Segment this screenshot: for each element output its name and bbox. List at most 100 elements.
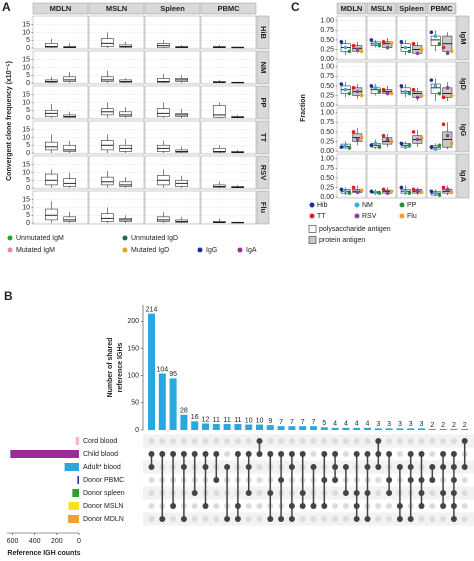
column-label: MDLN <box>50 4 72 13</box>
legend-swatch <box>309 213 315 219</box>
matrix-dot <box>342 490 349 496</box>
bar <box>277 426 285 430</box>
y-tick-label: 5 <box>26 37 30 44</box>
facet-panel <box>396 61 427 107</box>
strip <box>200 2 257 15</box>
matrix-dot-empty <box>332 516 339 522</box>
bar <box>310 426 317 430</box>
point <box>389 189 394 194</box>
matrix-dot <box>245 490 252 496</box>
matrix-dot-empty <box>332 503 339 509</box>
matrix-dot <box>342 464 349 470</box>
matrix-dot <box>299 490 306 496</box>
legend-label: Mutated IgD <box>131 247 169 254</box>
y-tick-label: 1.00 <box>320 18 334 25</box>
value-label: 7 <box>290 419 294 426</box>
facet-panel <box>336 15 367 61</box>
matrix-dot-empty <box>299 438 306 444</box>
bar <box>180 414 188 430</box>
matrix-dot <box>364 464 371 470</box>
matrix-dot-empty <box>429 503 436 509</box>
row-label: RSV <box>259 165 268 180</box>
bar <box>234 424 242 430</box>
legend-label: Flu <box>407 213 417 220</box>
matrix-dot <box>418 477 425 483</box>
box <box>44 43 58 48</box>
panel-label: B <box>4 289 13 303</box>
matrix-dot-empty <box>159 438 166 444</box>
panel-label: A <box>2 0 11 14</box>
matrix-dot-empty <box>148 438 155 444</box>
matrix-dot <box>234 503 241 509</box>
matrix-dot-empty <box>148 490 155 496</box>
set-label: Child blood <box>83 451 118 458</box>
matrix-dot <box>396 503 403 509</box>
value-label: 4 <box>333 421 337 428</box>
value-label: 2 <box>430 422 434 429</box>
matrix-dot <box>321 477 328 483</box>
matrix-dot <box>407 516 414 522</box>
matrix-dot <box>234 516 241 522</box>
y-tick-label: 0 <box>26 150 30 157</box>
matrix-dot-empty <box>288 438 295 444</box>
point <box>403 145 408 149</box>
legend-label: Unmutated IgD <box>131 235 178 242</box>
bar <box>202 423 209 430</box>
matrix-dot-empty <box>213 503 220 509</box>
matrix-dot-empty <box>461 490 468 496</box>
x-tick-label: 600 <box>7 538 19 545</box>
point <box>407 91 412 96</box>
matrix-dot-empty <box>342 516 349 522</box>
matrix-dot-empty <box>396 438 403 444</box>
matrix-dot <box>440 464 447 470</box>
matrix-dot <box>310 464 317 470</box>
point <box>339 82 344 86</box>
row-label: PP <box>259 97 268 107</box>
column-label: Spleen <box>160 4 185 13</box>
matrix-dot-empty <box>245 438 252 444</box>
matrix-dot <box>267 451 274 457</box>
matrix-dot-empty <box>256 490 263 496</box>
matrix-dot <box>180 451 187 457</box>
matrix-dot-empty <box>332 490 339 496</box>
point <box>441 45 446 50</box>
matrix-dot <box>332 451 339 457</box>
matrix-dot <box>202 464 209 470</box>
strip <box>256 190 270 225</box>
matrix-dot-empty <box>418 438 425 444</box>
matrix-dot-empty <box>191 503 198 509</box>
y-axis-label: Fraction <box>300 94 307 122</box>
matrix-dot <box>407 464 414 470</box>
matrix-dot-empty <box>375 503 382 509</box>
value-label: 3 <box>376 421 380 428</box>
point <box>429 189 434 194</box>
point <box>339 145 344 149</box>
matrix-dot-empty <box>245 516 252 522</box>
matrix-dot <box>375 464 382 470</box>
set-size-bar <box>75 437 79 445</box>
point <box>343 143 348 148</box>
point <box>351 43 356 48</box>
matrix-dot <box>386 490 393 496</box>
matrix-dot <box>461 438 468 444</box>
bar <box>342 427 350 430</box>
matrix-dot-empty <box>375 477 382 483</box>
matrix-dot <box>461 464 468 470</box>
legend-swatch <box>399 213 405 219</box>
matrix-dot <box>407 477 414 483</box>
strip <box>456 15 470 61</box>
matrix-dot <box>159 516 166 522</box>
matrix-dot <box>288 516 295 522</box>
point <box>369 38 374 42</box>
strip <box>456 153 470 199</box>
point <box>377 145 382 149</box>
y-tick-label: 0 <box>135 427 139 434</box>
matrix-dot-empty <box>256 516 263 522</box>
matrix-dot <box>418 451 425 457</box>
matrix-dot-empty <box>299 516 306 522</box>
box <box>212 148 226 153</box>
matrix-dot <box>375 438 382 444</box>
point <box>407 143 412 148</box>
legend-swatch <box>7 247 13 253</box>
point <box>359 49 364 54</box>
